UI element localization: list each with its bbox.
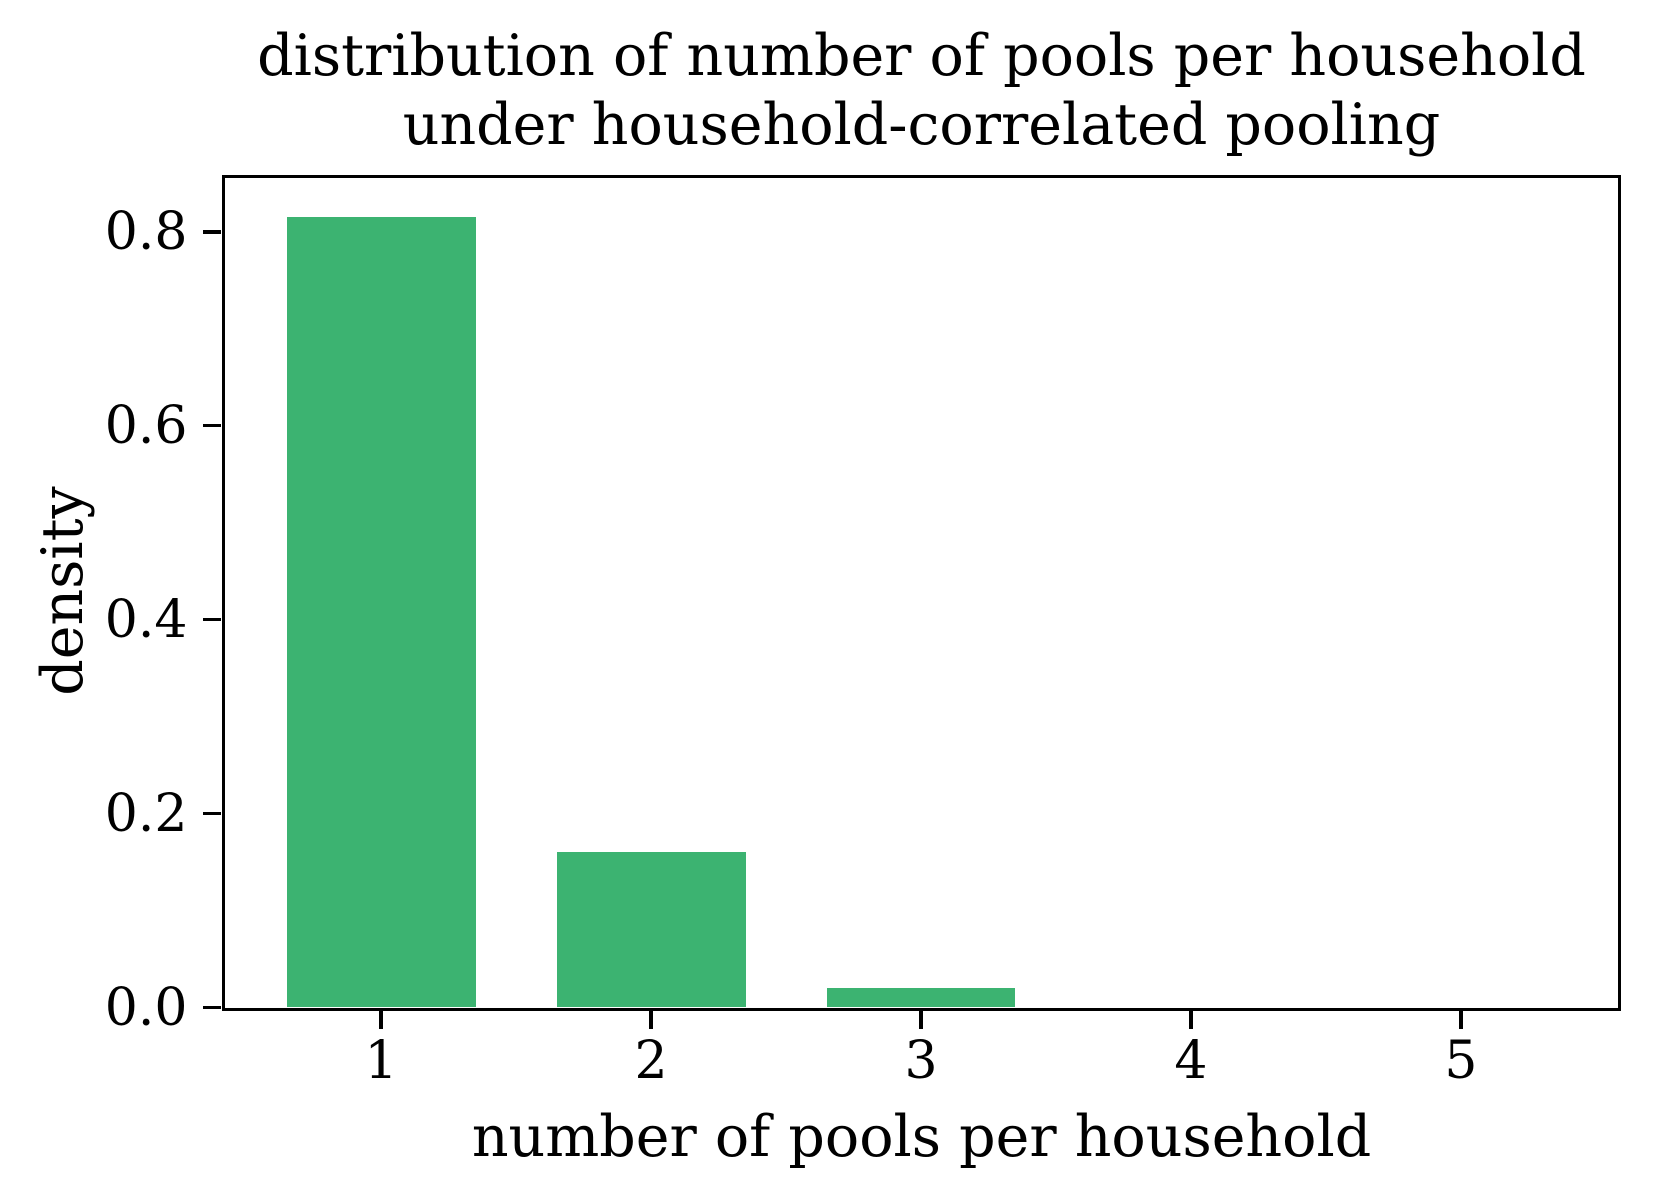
x-tick-mark-2 — [649, 1011, 653, 1029]
x-tick-mark-3 — [919, 1011, 923, 1029]
x-tick-mark-1 — [379, 1011, 383, 1029]
y-tick-label-0.8: 0.8 — [104, 201, 188, 262]
bar-3 — [826, 988, 1016, 1008]
y-tick-mark-0.6 — [203, 423, 221, 428]
y-tick-mark-0.8 — [203, 230, 221, 234]
x-tick-label-4: 4 — [1174, 1030, 1208, 1091]
y-tick-mark-0.0 — [203, 1005, 221, 1010]
y-axis-label: density — [30, 486, 96, 696]
y-tick-label-0.6: 0.6 — [104, 395, 188, 456]
x-tick-label-3: 3 — [904, 1030, 938, 1091]
y-tick-mark-0.2 — [203, 811, 221, 816]
bar-2 — [556, 852, 746, 1008]
plot-area: 1 2 3 4 5 0.0 0.2 0.4 0.6 0.8 — [105, 174, 1621, 1091]
x-tick-label-1: 1 — [364, 1030, 398, 1091]
y-tick-mark-0.4 — [203, 617, 221, 622]
chart-title: distribution of number of pools per hous… — [257, 23, 1586, 158]
y-tick-label-0.0: 0.0 — [104, 977, 188, 1038]
y-tick-label-0.4: 0.4 — [104, 589, 188, 650]
bar-1 — [286, 217, 476, 1008]
x-tick-label-5: 5 — [1444, 1030, 1478, 1091]
x-tick-label-2: 2 — [634, 1030, 668, 1091]
y-tick-label-0.2: 0.2 — [104, 783, 188, 844]
x-tick-mark-5 — [1459, 1011, 1463, 1029]
x-axis-label: number of pools per household — [471, 1104, 1372, 1170]
x-tick-mark-4 — [1189, 1011, 1193, 1029]
